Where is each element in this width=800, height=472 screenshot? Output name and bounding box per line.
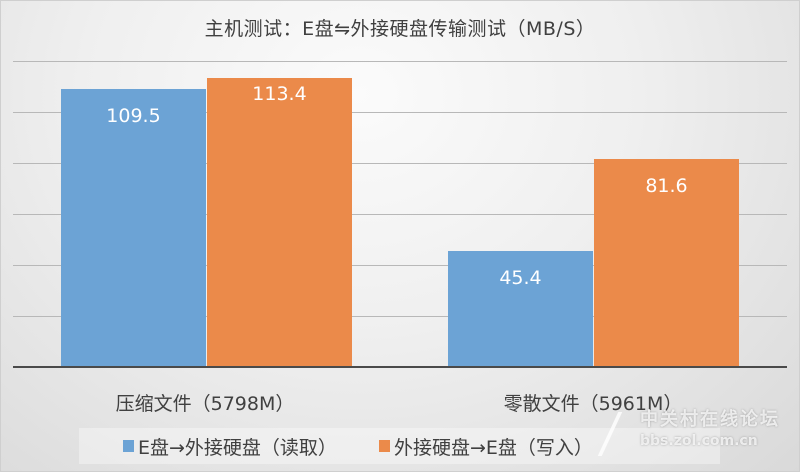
gridline-100 xyxy=(13,112,787,113)
legend-swatch-orange xyxy=(378,440,390,452)
watermark-text: 中关村在线论坛 xyxy=(640,409,780,430)
gridline-20 xyxy=(13,316,787,317)
legend-label-read: E盘→外接硬盘（读取） xyxy=(138,436,337,459)
legend-label-write: 外接硬盘→E盘（写入） xyxy=(393,436,593,459)
legend-item-write: 外接硬盘→E盘（写入） xyxy=(378,433,593,460)
bar-compressed-read: 109.5 xyxy=(61,89,206,366)
category-label-scattered: 零散文件（5961M） xyxy=(503,393,683,415)
gridline-40 xyxy=(13,265,787,266)
watermark: 中关村在线论坛 bbs.zol.com.cn xyxy=(640,405,780,449)
data-label: 113.4 xyxy=(252,83,307,105)
legend-swatch-blue xyxy=(123,440,134,452)
bar-scattered-write: 81.6 xyxy=(594,159,739,366)
gridline-60 xyxy=(13,214,787,215)
data-label: 81.6 xyxy=(645,175,688,197)
gridline-120 xyxy=(13,61,787,62)
chart-title: 主机测试：E盘⇋外接硬盘传输测试（MB/S） xyxy=(204,18,596,40)
bar-compressed-write: 113.4 xyxy=(207,78,352,366)
legend: E盘→外接硬盘（读取） 外接硬盘→E盘（写入） xyxy=(79,428,720,464)
data-label: 45.4 xyxy=(499,267,542,289)
plot-area: 109.5 113.4 45.4 81.6 xyxy=(13,61,787,368)
watermark-url: bbs.zol.com.cn xyxy=(640,433,758,449)
gridline-80 xyxy=(13,163,787,164)
x-axis-line xyxy=(13,366,787,368)
category-label-compressed: 压缩文件（5798M） xyxy=(115,393,295,415)
bar-scattered-read: 45.4 xyxy=(448,251,593,366)
data-label: 109.5 xyxy=(106,105,161,127)
legend-item-read: E盘→外接硬盘（读取） xyxy=(123,433,337,460)
